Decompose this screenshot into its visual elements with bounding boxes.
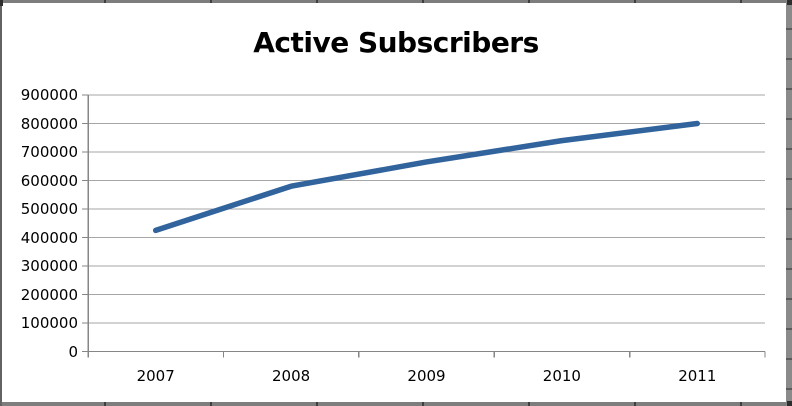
x-axis-label: 2008	[272, 367, 311, 385]
window-corner-top-left	[0, 0, 3, 6]
x-axis-label: 2010	[542, 367, 581, 385]
y-axis-label: 800000	[20, 114, 78, 133]
y-axis-label: 700000	[20, 143, 78, 161]
y-axis-label: 0	[68, 342, 78, 361]
y-axis-label: 600000	[20, 171, 78, 190]
window-border-top	[0, 0, 792, 3]
chart-title: Active Subscribers	[253, 26, 539, 59]
y-axis-label: 900000	[20, 86, 78, 104]
window-border-bottom	[0, 402, 792, 406]
window-corner-top-right	[787, 0, 792, 5]
y-axis-label: 400000	[20, 228, 78, 247]
y-axis-label: 100000	[20, 314, 78, 332]
window-border-right	[786, 0, 792, 406]
x-axis-label: 2009	[407, 367, 446, 385]
y-axis-label: 200000	[20, 285, 78, 304]
y-axis-label: 300000	[20, 257, 78, 275]
window-corner-bottom-right	[787, 401, 792, 406]
series-line	[152, 120, 701, 234]
x-axis-label: 2007	[136, 367, 175, 385]
y-axis-label: 500000	[20, 200, 78, 218]
x-axis-label: 2011	[678, 367, 717, 385]
window-border-left	[0, 0, 2, 406]
